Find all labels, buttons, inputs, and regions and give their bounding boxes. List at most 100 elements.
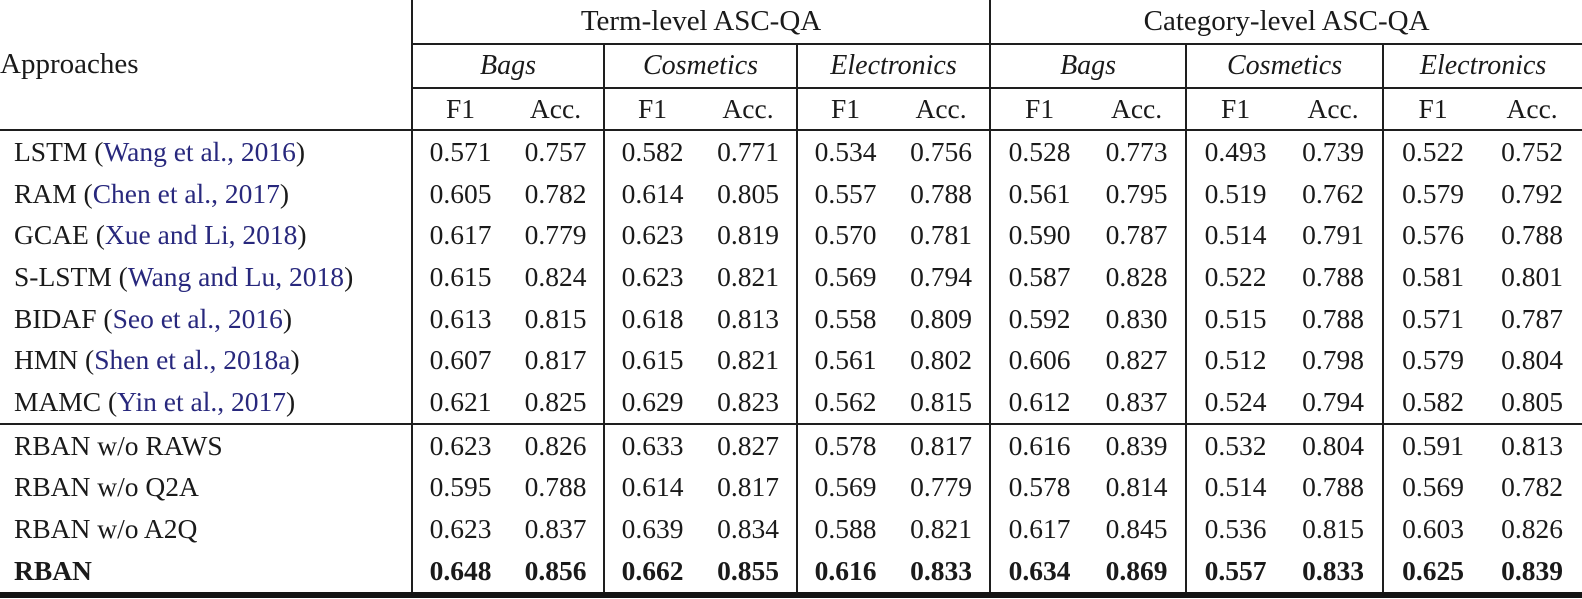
metric-value: 0.771 — [717, 135, 779, 167]
metric-value: 0.648 — [411, 549, 508, 595]
metric-value: 0.578 — [796, 423, 893, 467]
metric-value: 0.570 — [796, 214, 893, 257]
metric-value: 0.762 — [1302, 177, 1364, 209]
metric-value: 0.629 — [603, 381, 700, 425]
metric-header-acc: Acc. — [1482, 88, 1582, 131]
approach-label: MAMC (Yin et al., 2017) — [0, 381, 412, 425]
metric-value: 0.787 — [1501, 302, 1564, 334]
metric-value: 0.781 — [910, 219, 972, 251]
metric-value: 0.614 — [603, 466, 700, 509]
metric-value: 0.614 — [603, 172, 700, 215]
metric-value: 0.827 — [717, 429, 779, 461]
metric-value: 0.798 — [1302, 344, 1364, 376]
approach-name: BIDAF — [14, 302, 97, 334]
metric-value: 0.752 — [1501, 135, 1564, 167]
metric-value: 0.615 — [411, 256, 508, 298]
metric-value: 0.813 — [717, 302, 779, 334]
metric-value: 0.837 — [524, 513, 587, 545]
metric-value: 0.787 — [1105, 219, 1168, 251]
metric-value: 0.788 — [1501, 219, 1564, 251]
metric-value: 0.817 — [717, 471, 779, 503]
metric-value: 0.625 — [1382, 549, 1483, 595]
citation-link[interactable]: Wang and Lu, 2018 — [127, 260, 345, 292]
table-row: RBAN w/o Q2A 0.595 0.788 0.614 0.817 0.569 0.7… — [0, 466, 1582, 509]
table-row: RAM (Chen et al., 2017) 0.605 0.782 0.614 0.… — [0, 172, 1582, 215]
metric-value: 0.809 — [910, 302, 972, 334]
metric-value: 0.621 — [411, 381, 508, 425]
citation-link[interactable]: Seo et al., 2016 — [112, 302, 283, 334]
metric-value: 0.833 — [1302, 554, 1364, 586]
table-row: LSTM (Wang et al., 2016) 0.571 0.757 0.582 0… — [0, 130, 1582, 173]
metric-value: 0.581 — [1382, 256, 1483, 298]
metric-header-acc: Acc. — [1284, 88, 1384, 131]
metric-value: 0.821 — [717, 260, 779, 292]
metric-value: 0.579 — [1382, 172, 1483, 215]
metric-value: 0.782 — [1501, 471, 1564, 503]
metric-header-f1: F1 — [989, 88, 1089, 131]
metric-value: 0.805 — [1482, 381, 1582, 425]
metric-header-acc: Acc. — [1088, 88, 1187, 131]
metric-value: 0.826 — [1501, 513, 1564, 545]
metric-value: 0.617 — [411, 214, 508, 257]
citation-link[interactable]: Yin et al., 2017 — [117, 385, 286, 417]
metric-value: 0.773 — [1105, 135, 1168, 167]
metric-header-row: F1 Acc. F1 Acc. F1 Acc. F1 Acc. F1 Acc. … — [0, 88, 1582, 131]
metric-value: 0.839 — [1501, 554, 1564, 586]
citation-link[interactable]: Wang et al., 2016 — [103, 135, 296, 167]
table-row: GCAE (Xue and Li, 2018) 0.617 0.779 0.623 0.… — [0, 214, 1582, 257]
citation-link[interactable]: Xue and Li, 2018 — [104, 219, 298, 251]
metric-value: 0.828 — [1105, 260, 1168, 292]
approach-name: LSTM — [14, 135, 88, 167]
metric-value: 0.612 — [989, 381, 1089, 425]
domain-header-electronics-term: Electronics — [795, 44, 991, 89]
approach-name: GCAE — [14, 219, 89, 251]
category-level-group-header: Category-level ASC-QA — [989, 0, 1582, 45]
approach-name: RBAN w/o RAWS — [14, 429, 223, 461]
metric-value: 0.514 — [1185, 214, 1285, 257]
metric-value: 0.532 — [1185, 423, 1285, 467]
metric-value: 0.794 — [1284, 381, 1384, 425]
metric-value: 0.615 — [603, 339, 700, 382]
approach-name: RBAN w/o A2Q — [14, 513, 198, 545]
approach-label: LSTM (Wang et al., 2016) — [14, 135, 306, 167]
approaches-column-header: Approaches — [0, 0, 412, 131]
citation-link[interactable]: Chen et al., 2017 — [92, 177, 280, 209]
metric-value: 0.639 — [603, 508, 700, 550]
citation-link[interactable]: Shen et al., 2018a — [94, 344, 291, 376]
approach-name: RAM — [14, 177, 77, 209]
metric-value: 0.528 — [989, 130, 1089, 173]
approach-label: RBAN w/o Q2A — [0, 467, 412, 509]
approach-name: MAMC — [14, 385, 102, 417]
metric-value: 0.617 — [989, 508, 1089, 550]
metric-value: 0.837 — [1088, 381, 1187, 425]
metric-value: 0.616 — [989, 423, 1089, 467]
approach-label: GCAE (Xue and Li, 2018) — [14, 219, 307, 251]
metric-value: 0.571 — [1382, 297, 1483, 340]
metric-value: 0.815 — [1302, 513, 1364, 545]
metric-value: 0.788 — [910, 177, 972, 209]
metric-value: 0.824 — [524, 260, 587, 292]
metric-value: 0.827 — [1105, 344, 1168, 376]
metric-value: 0.817 — [910, 429, 972, 461]
metric-value: 0.561 — [796, 339, 893, 382]
metric-value: 0.582 — [1382, 381, 1483, 425]
metric-value: 0.582 — [603, 130, 700, 173]
metric-value: 0.607 — [411, 339, 508, 382]
metric-value: 0.618 — [603, 297, 700, 340]
metric-value: 0.522 — [1185, 256, 1285, 298]
metric-value: 0.821 — [910, 513, 972, 545]
approach-label: HMN (Shen et al., 2018a) — [14, 344, 300, 376]
approach-name: RBAN — [14, 554, 92, 586]
metric-value: 0.569 — [796, 466, 893, 509]
metric-value: 0.605 — [411, 172, 508, 215]
table-header: Approaches Term-level ASC-QA Category-le… — [0, 0, 1582, 131]
table-row: RBAN w/o RAWS 0.623 0.826 0.633 0.827 0.578 0.… — [0, 423, 1582, 467]
table-row: HMN (Shen et al., 2018a) 0.607 0.817 0.615 0… — [0, 339, 1582, 382]
metric-value: 0.791 — [1302, 219, 1364, 251]
metric-value: 0.623 — [411, 508, 508, 550]
metric-value: 0.825 — [508, 381, 604, 425]
approach-label: RAM (Chen et al., 2017) — [14, 177, 289, 209]
metric-value: 0.557 — [1185, 549, 1285, 595]
metric-value: 0.834 — [717, 513, 779, 545]
metric-value: 0.845 — [1105, 513, 1168, 545]
